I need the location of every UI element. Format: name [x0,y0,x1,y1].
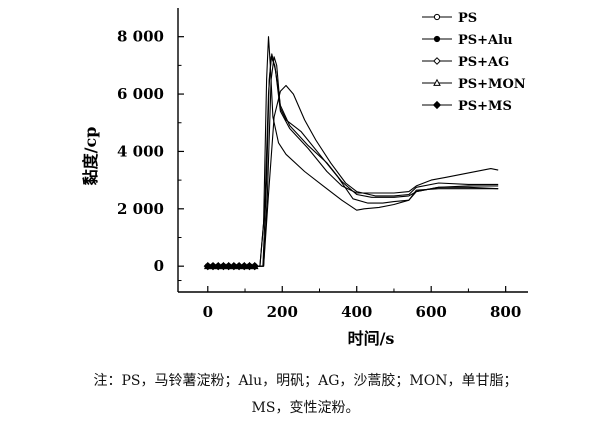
data-point [433,57,441,65]
series-line [207,56,499,267]
legend-label: PS+MS [458,99,512,114]
series-ps [204,36,499,270]
legend-item: PS+MON [422,77,526,92]
x-axis-title: 时间/s [348,329,395,348]
data-point [433,35,441,43]
chart-legend: PS PS+Alu PS+AG PS+MON PS+MS [422,11,526,114]
legend-item: PS [422,11,477,26]
y-tick-label: 8 000 [117,28,164,46]
x-tick-label: 600 [416,303,447,321]
series-ps-ag [203,84,499,271]
legend-item: PS+AG [422,55,509,70]
series-lines [203,36,499,271]
series-line [207,36,499,267]
y-tick-label: 0 [154,257,164,275]
x-tick-label: 0 [203,303,213,321]
legend-item: PS+MS [422,99,512,114]
legend-label: PS+Alu [458,33,513,48]
series-line [207,56,499,267]
data-point [433,78,441,86]
legend-label: PS+MON [458,77,526,92]
x-tick-label: 800 [490,303,521,321]
data-point [432,100,442,110]
x-tick-label: 200 [267,303,298,321]
y-axis-title: 黏度/cp [81,127,100,186]
series-ps-mon [203,56,499,270]
series-line [207,84,499,267]
y-tick-label: 2 000 [117,200,164,218]
figure-caption-line-2: MS，变性淀粉。 [251,400,360,416]
data-point [250,262,259,271]
data-point [433,13,441,21]
series-line [207,53,499,267]
axis-tick-labels: 0 2 000 4 000 6 000 8 000 0 200 400 600 800 [117,28,521,321]
chart-axes [177,8,528,293]
legend-item: PS+Alu [422,33,513,48]
x-tick-label: 400 [341,303,372,321]
figure-caption-line-1: 注：PS，马铃薯淀粉；Alu，明矾；AG，沙蒿胶；MON，单甘脂； [93,373,518,389]
legend-label: PS [458,11,477,26]
legend-label: PS+AG [458,55,509,70]
y-tick-label: 6 000 [117,85,164,103]
y-tick-label: 4 000 [117,142,164,160]
series-ps-ms [203,53,499,271]
series-ps-alu [204,56,499,270]
axis-ticks [178,36,507,292]
